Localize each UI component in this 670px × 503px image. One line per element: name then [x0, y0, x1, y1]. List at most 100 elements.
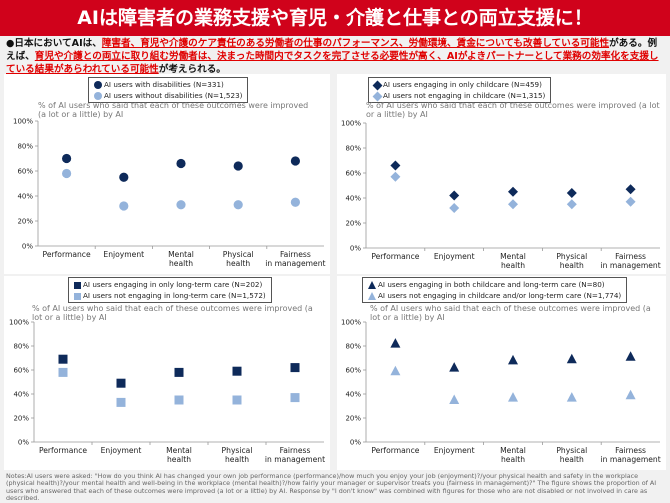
data-point [625, 351, 636, 361]
x-tick-label: Physical [222, 446, 253, 455]
data-point [508, 392, 518, 402]
y-tick-label: 40% [345, 391, 361, 399]
data-point [290, 393, 300, 403]
x-tick-label: Physical [223, 250, 254, 259]
chart-subtitle: % of AI users who said that each of thes… [366, 101, 660, 119]
chart-subtitle: % of AI users who said that each of thes… [38, 101, 309, 119]
x-tick-label: in management [600, 261, 660, 270]
y-tick-label: 60% [345, 367, 361, 375]
legend-item: AI users engaging in only long-term care… [74, 279, 266, 290]
data-point [233, 200, 243, 210]
legend-label: AI users not engaging in childcare and/o… [378, 291, 622, 300]
y-tick-label: 0% [350, 439, 361, 447]
legend-item: AI users with disabilities (N=331) [94, 79, 242, 90]
y-tick-label: 20% [345, 415, 361, 423]
legend-item: AI users without disabilities (N=1,523) [94, 90, 242, 101]
data-point [566, 188, 577, 198]
x-tick-label: Enjoyment [434, 446, 475, 455]
lead-part-1: 日本においてAIは、 [14, 38, 102, 49]
x-tick-label: Physical [556, 252, 587, 261]
data-point [390, 338, 401, 348]
data-point [176, 200, 186, 210]
x-tick-label: in management [600, 455, 660, 464]
circle-marker-icon [94, 81, 102, 89]
x-tick-label: Mental [166, 446, 192, 455]
legend-both-care: AI users engaging in both childcare and … [362, 277, 628, 303]
y-tick-label: 80% [17, 143, 33, 151]
x-tick-label: Fairness [615, 446, 646, 455]
x-tick-label: health [501, 455, 525, 464]
y-tick-label: 60% [13, 367, 29, 375]
x-tick-label: Performance [39, 446, 87, 455]
legend-label: AI users not engaging in long-term care … [83, 291, 266, 300]
y-tick-label: 100% [341, 120, 361, 128]
data-point [116, 378, 126, 388]
y-tick-label: 0% [22, 243, 33, 251]
legend-longterm-care: AI users engaging in only long-term care… [68, 277, 272, 303]
y-tick-label: 100% [13, 118, 33, 126]
data-point [62, 168, 72, 179]
y-tick-label: 20% [345, 220, 361, 228]
y-tick-label: 40% [13, 391, 29, 399]
legend-item: AI users not engaging in long-term care … [74, 290, 266, 301]
data-point [232, 366, 242, 376]
y-tick-label: 40% [345, 195, 361, 203]
data-point [116, 397, 126, 407]
x-tick-label: health [225, 455, 249, 464]
page-title: AIは障害者の業務支援や育児・介護と仕事との両立支援に！ [0, 0, 670, 36]
data-point [290, 156, 300, 166]
legend-childcare: AI users engaging in only childcare (N=4… [368, 77, 552, 103]
x-tick-label: health [560, 455, 584, 464]
lead-highlight-2: 育児や介護との両立に取り組む労働者は、決まった時間内でタスクを完了させる必要性が… [6, 50, 659, 75]
legend-label: AI users engaging in only long-term care… [83, 280, 263, 289]
x-tick-label: in management [265, 455, 325, 464]
legend-label: AI users engaging in both childcare and … [378, 280, 605, 289]
data-point [566, 199, 577, 210]
notes: Notes:AI users were asked: "How do you t… [6, 472, 657, 503]
lead-highlight-1: 障害者、育児や介護のケア責任のある労働者の仕事のパフォーマンス、労働環境、賃金に… [101, 38, 610, 49]
y-tick-label: 100% [341, 319, 361, 327]
x-tick-label: Enjoyment [101, 446, 142, 455]
data-point [508, 199, 518, 210]
square-marker-icon [74, 281, 81, 289]
x-tick-label: Fairness [615, 252, 646, 261]
chart-subtitle: % of AI users who said that each of thes… [370, 304, 651, 322]
y-tick-label: 60% [17, 168, 33, 176]
data-point [290, 363, 300, 373]
square-marker-icon [74, 292, 81, 300]
chart-panel-longterm-care [4, 276, 330, 470]
x-tick-label: health [560, 261, 584, 270]
data-point [174, 367, 184, 377]
chart-panel-disabilities [4, 74, 330, 274]
data-point [625, 389, 636, 400]
chart-subtitle: % of AI users who said that each of thes… [32, 304, 313, 322]
x-tick-label: in management [265, 259, 325, 268]
data-point [566, 353, 577, 364]
data-point [232, 395, 242, 405]
x-tick-label: Performance [43, 250, 91, 259]
lead-part-3: が考えられる。 [158, 63, 226, 75]
legend-item: AI users not engaging in childcare and/o… [368, 290, 621, 301]
data-point [176, 158, 186, 169]
data-point [390, 365, 401, 376]
triangle-marker-icon [368, 281, 376, 289]
x-tick-label: Performance [371, 252, 419, 261]
x-tick-label: Physical [556, 446, 587, 455]
data-point [233, 161, 243, 171]
x-tick-label: Mental [500, 446, 526, 455]
data-point [566, 392, 577, 402]
x-tick-label: health [167, 455, 191, 464]
data-point [290, 197, 300, 207]
y-tick-label: 100% [9, 319, 29, 327]
x-tick-label: Mental [168, 250, 194, 259]
data-point [625, 196, 636, 207]
y-tick-label: 60% [345, 170, 361, 178]
data-point [390, 171, 401, 182]
x-tick-label: Enjoyment [103, 250, 144, 259]
data-point [449, 203, 460, 213]
legend-label: AI users without disabilities (N=1,523) [104, 91, 243, 100]
data-point [62, 153, 72, 164]
